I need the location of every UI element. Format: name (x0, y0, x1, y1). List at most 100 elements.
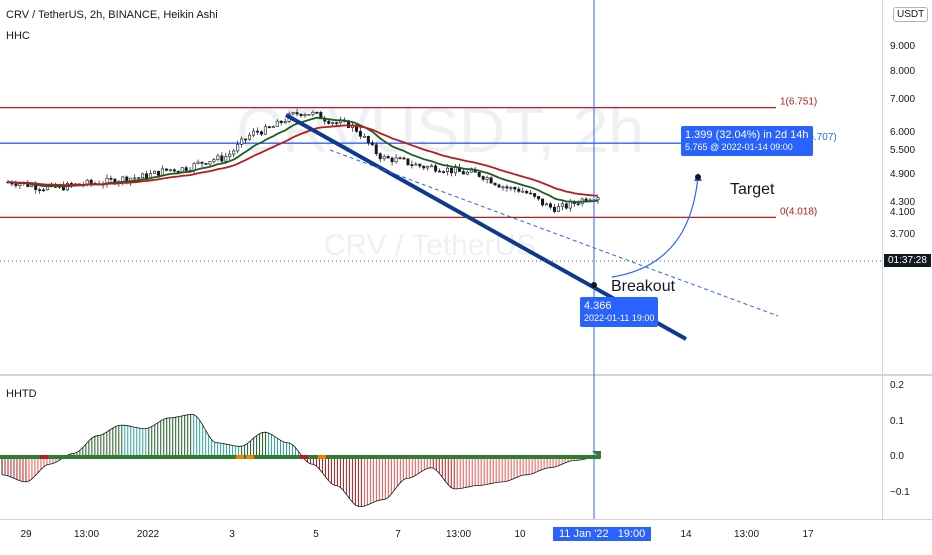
fib-level-label: 1(6.751) (780, 97, 817, 108)
oscillator-legend[interactable]: HHTD (6, 388, 37, 400)
candle-body (263, 126, 267, 135)
candle-body (164, 168, 168, 171)
candle-body (252, 130, 256, 136)
candle-body (121, 176, 125, 182)
candle-body (232, 150, 236, 155)
countdown-label: 01:37:28 (884, 254, 931, 267)
oscillator-pane[interactable] (0, 376, 882, 519)
zero-line-segment (236, 455, 244, 459)
zero-line-segment (318, 455, 326, 459)
candle-body (453, 167, 457, 174)
candle-body (386, 156, 390, 159)
time-tick-label: 14 (680, 529, 692, 540)
measure-line-2: 5.765 @ 2022-01-14 09:00 (685, 142, 793, 152)
candle-body (525, 190, 529, 194)
candle-body (275, 120, 279, 127)
candle-body (422, 165, 426, 169)
candle-body (153, 170, 157, 174)
candle-body (406, 158, 410, 165)
candle-body (556, 206, 560, 212)
candle-body (212, 159, 216, 162)
measure-tooltip: 1.399 (32.04%) in 2d 14h 5.765 @ 2022-01… (681, 126, 813, 156)
candle-body (180, 167, 184, 173)
candle-body (501, 186, 505, 189)
candle-body (220, 155, 224, 162)
projection-target-point[interactable] (695, 174, 701, 180)
price-tick-label: 3.700 (890, 228, 916, 240)
candle-body (564, 203, 568, 209)
candle-body (541, 198, 545, 206)
measure-line-1: 1.399 (32.04%) in 2d 14h (685, 129, 809, 141)
candle-body (438, 170, 442, 173)
time-tick-label: 17 (802, 529, 814, 540)
candle-body (434, 165, 438, 172)
time-tick-label: 3 (229, 529, 235, 540)
candle-body (291, 112, 295, 115)
candle-body (426, 166, 430, 169)
candle-body (358, 131, 362, 137)
candle-body (497, 184, 501, 188)
candle-body (216, 155, 220, 160)
candle-body (366, 135, 370, 143)
candle-body (481, 176, 485, 180)
candle-body (449, 167, 453, 174)
candle-body (521, 190, 525, 193)
candle-body (485, 177, 489, 180)
candle-body (465, 171, 469, 175)
candle-body (382, 156, 386, 160)
candle-body (248, 134, 252, 140)
candle-body (315, 111, 319, 114)
zero-line-segment (300, 455, 308, 459)
trend-extension-line[interactable] (329, 149, 779, 317)
price-scale[interactable] (882, 0, 932, 520)
indicator-legend[interactable]: HHC (6, 30, 30, 42)
candle-body (552, 206, 556, 212)
target-label: Target (730, 181, 775, 198)
candle-body (596, 197, 600, 201)
candle-body (42, 189, 46, 192)
price-pane[interactable] (0, 0, 882, 374)
candle-body (327, 120, 331, 124)
crosshair-point[interactable] (591, 282, 597, 288)
fib-level-label: 0(4.018) (780, 206, 817, 217)
candle-body (505, 186, 509, 189)
candle-body (255, 130, 259, 133)
watermark-sub: CRV / TetherUS (324, 229, 536, 262)
time-tick-label: 13:00 (446, 529, 472, 540)
candle-body (390, 157, 394, 163)
candle-body (283, 121, 287, 124)
candle-body (279, 120, 283, 124)
candle-body (176, 170, 180, 173)
candle-body (461, 171, 465, 175)
price-tick-label: 7.000 (890, 94, 916, 105)
candle-body (303, 114, 307, 116)
projection-arc[interactable] (611, 175, 699, 278)
candle-body (335, 122, 339, 124)
candle-body (224, 156, 228, 162)
time-tick-label: 13:00 (74, 529, 100, 540)
candle-body (137, 177, 141, 179)
time-tick-label: 2022 (136, 529, 160, 540)
candle-body (576, 203, 580, 205)
candle-body (244, 138, 248, 141)
candle-body (307, 114, 311, 116)
candle-body (418, 163, 422, 167)
candle-body (18, 183, 22, 186)
currency-button[interactable]: USDT (893, 7, 929, 22)
crosshair-tooltip: 4.366 2022-01-11 19:00 (580, 297, 659, 327)
candle-body (14, 183, 18, 186)
symbol-legend[interactable]: CRV / TetherUS, 2h, BINANCE, Heikin Ashi (6, 9, 218, 21)
candle-body (331, 122, 335, 124)
zero-line-segment (40, 455, 48, 459)
oscillator-tick-label: 0.0 (890, 451, 904, 462)
candle-body (513, 187, 517, 190)
candle-body (378, 153, 382, 160)
time-tick-label: 5 (313, 529, 319, 540)
oscillator-tick-label: 0.1 (890, 415, 904, 427)
candle-body (529, 192, 533, 195)
candle-body (240, 138, 244, 145)
candle-body (354, 124, 358, 132)
candle-body (394, 157, 398, 163)
